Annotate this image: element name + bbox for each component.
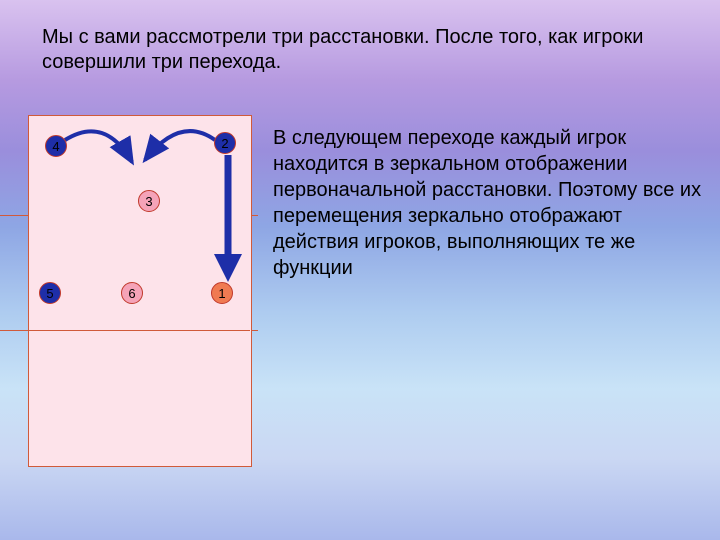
player-6: 6 <box>121 282 143 304</box>
explanation-text: В следующем переходе каждый игрок находи… <box>273 125 708 281</box>
slide: Мы с вами рассмотрели три расстановки. П… <box>0 0 720 540</box>
player-4: 4 <box>45 135 67 157</box>
player-3: 3 <box>138 190 160 212</box>
player-5: 5 <box>39 282 61 304</box>
player-2: 2 <box>214 132 236 154</box>
player-1: 1 <box>211 282 233 304</box>
intro-text: Мы с вами рассмотрели три расстановки. П… <box>42 25 672 75</box>
court-inner-line <box>28 330 250 331</box>
